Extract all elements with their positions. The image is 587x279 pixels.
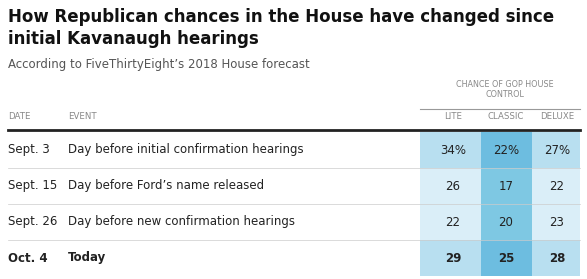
Text: 22: 22 [446, 215, 460, 229]
Text: 22: 22 [549, 179, 565, 193]
Text: 20: 20 [498, 215, 514, 229]
Text: Oct. 4: Oct. 4 [8, 251, 48, 264]
Bar [531, 240, 580, 276]
Text: DATE: DATE [8, 112, 31, 121]
Text: How Republican chances in the House have changed since: How Republican chances in the House have… [8, 8, 554, 26]
Bar [531, 204, 580, 240]
Text: CLASSIC: CLASSIC [488, 112, 524, 121]
Bar [531, 132, 580, 168]
Bar [481, 240, 531, 276]
Bar [420, 204, 493, 240]
Bar [420, 132, 493, 168]
Bar [531, 168, 580, 204]
Text: LITE: LITE [444, 112, 462, 121]
Text: Today: Today [68, 251, 106, 264]
Text: 34%: 34% [440, 143, 466, 157]
Text: Day before Ford’s name released: Day before Ford’s name released [68, 179, 264, 193]
Text: 27%: 27% [544, 143, 570, 157]
Bar [481, 168, 531, 204]
Text: According to FiveThirtyEight’s 2018 House forecast: According to FiveThirtyEight’s 2018 Hous… [8, 58, 310, 71]
Text: 17: 17 [498, 179, 514, 193]
Text: Day before new confirmation hearings: Day before new confirmation hearings [68, 215, 295, 229]
Text: Sept. 26: Sept. 26 [8, 215, 58, 229]
Bar [420, 168, 493, 204]
Text: Day before initial confirmation hearings: Day before initial confirmation hearings [68, 143, 303, 157]
Text: 26: 26 [446, 179, 460, 193]
Bar [481, 204, 531, 240]
Bar [481, 132, 531, 168]
Text: CHANCE OF GOP HOUSE: CHANCE OF GOP HOUSE [456, 80, 554, 89]
Text: 28: 28 [549, 251, 565, 264]
Bar [420, 240, 493, 276]
Text: CONTROL: CONTROL [485, 90, 524, 99]
Text: 25: 25 [498, 251, 514, 264]
Text: EVENT: EVENT [68, 112, 97, 121]
Text: 23: 23 [549, 215, 565, 229]
Text: initial Kavanaugh hearings: initial Kavanaugh hearings [8, 30, 259, 48]
Text: Sept. 3: Sept. 3 [8, 143, 50, 157]
Text: 22%: 22% [493, 143, 519, 157]
Text: DELUXE: DELUXE [540, 112, 574, 121]
Text: Sept. 15: Sept. 15 [8, 179, 58, 193]
Text: 29: 29 [445, 251, 461, 264]
